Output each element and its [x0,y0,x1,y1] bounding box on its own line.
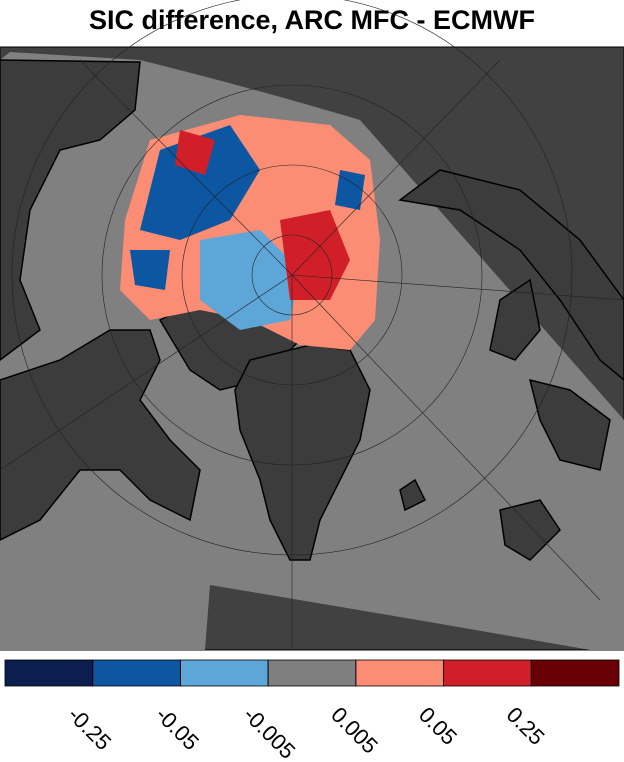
scandinavia [528,378,611,471]
colorbar-bin [4,659,94,687]
colorbar-tick-label: -0.25 [63,702,116,755]
colorbar-bin [92,659,181,687]
map [0,0,624,651]
colorbar-tick-label: -0.005 [238,702,300,762]
ice-blue [130,250,170,290]
colorbar-bin [267,659,357,687]
title: SIC difference, ARC MFC - ECMWF [89,5,535,35]
novaya-zemlya [489,278,541,361]
colorbar-bin [443,659,532,687]
ice-lightblue [200,230,300,330]
ice-red [280,210,350,300]
britain [499,499,561,561]
iceland [399,478,427,512]
graticule [0,0,624,650]
colorbar: -0.25 -0.05 -0.005 0.005 0.05 0.25 [4,659,620,762]
colorbar-bin [355,659,444,687]
colorbar-bin [530,659,620,687]
ice-blue [140,125,260,240]
ice-red [175,130,215,175]
land [0,59,624,561]
colorbar-bin [180,659,269,687]
canada [0,329,201,541]
greenland [234,344,371,561]
siberia [398,169,624,381]
colorbar-tick-label: 0.005 [326,702,383,759]
ice-blue [335,170,365,210]
alaska [0,59,141,361]
colorbar-tick-label: 0.25 [502,702,550,750]
colorbar-tick-label: 0.05 [414,702,462,750]
colorbar-tick-label: -0.05 [151,702,204,755]
